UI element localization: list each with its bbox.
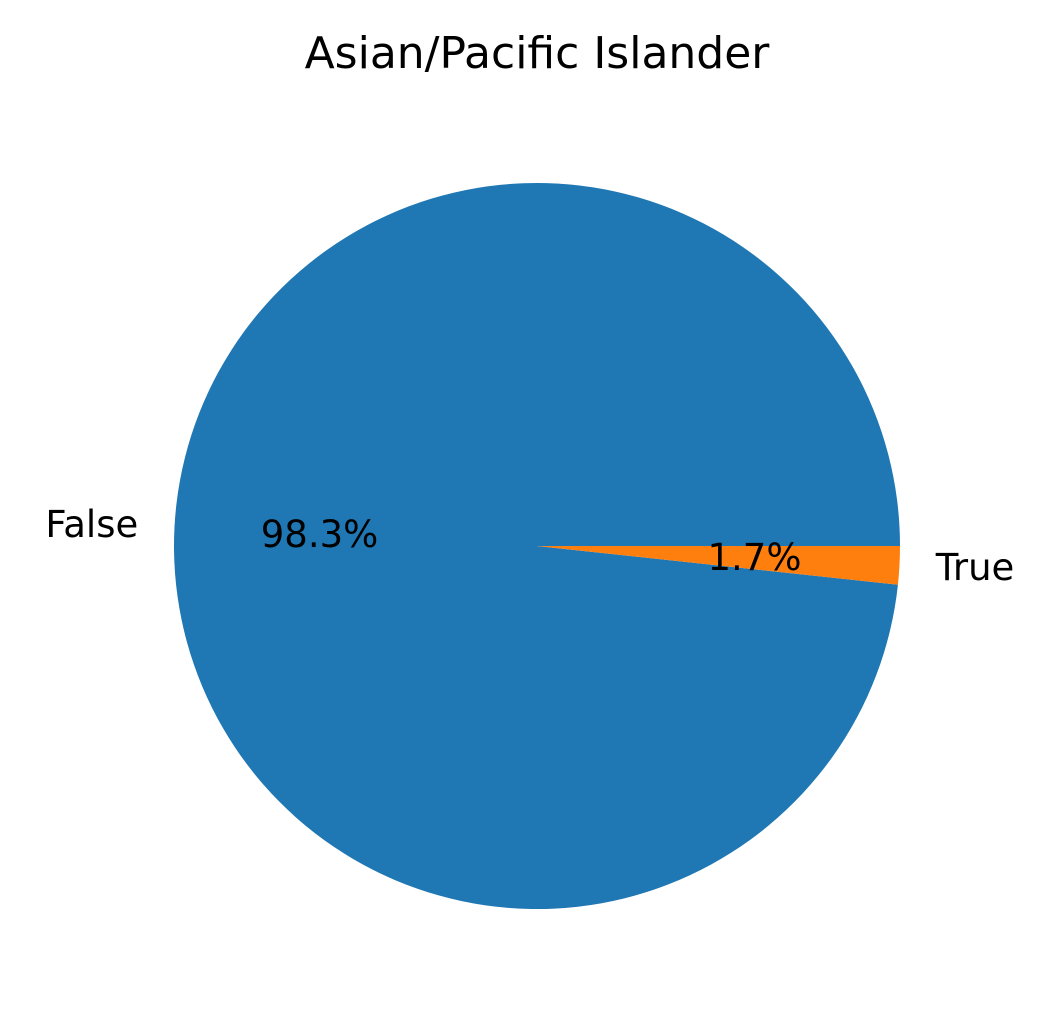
pie-labels: False 98.3% True 1.7% [45,503,1014,589]
pie-slices [174,183,900,910]
percent-label-true: 1.7% [707,536,801,579]
chart-title: Asian/Pacific Islander [305,28,771,79]
percent-label-false: 98.3% [261,513,379,556]
pie-slice-false [174,183,900,910]
slice-label-false: False [45,503,138,546]
pie-slice-true [537,546,900,585]
slice-label-true: True [935,546,1015,589]
